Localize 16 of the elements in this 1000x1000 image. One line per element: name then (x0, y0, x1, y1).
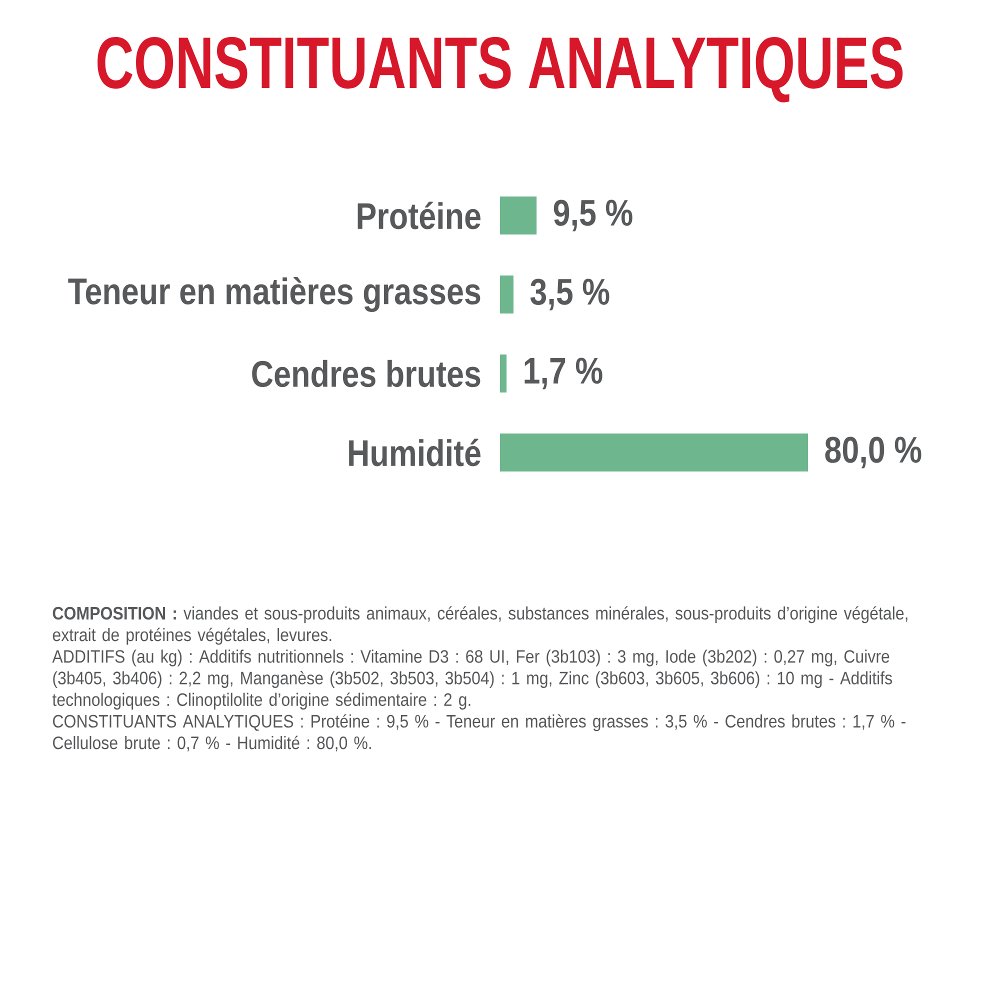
data-label: 3,5 % (530, 278, 610, 310)
text: CONSTITUANTS ANALYTIQUES : Protéine : 9,5 % - Teneur en matières grasses : 3,5 % - Cendres brutes : 1,7 % - Cellulose brute : 0,7 % - Humidité : 80,0 %. (53, 714, 906, 752)
y-tick-label: Protéine (358, 202, 480, 230)
bar (500, 275, 514, 314)
chart-title: CONSTITUANTS ANALYTIQUES (98, 37, 903, 102)
bar (500, 196, 537, 234)
y-tick-label: Humidité (349, 438, 480, 466)
data-label: 1,7 % (524, 358, 602, 390)
text: ADDITIFS (au kg) : Additifs nutritionnels : Vitamine D3 : 68 UI, Fer (3b103) : 3 mg, Iode (3b202) : 0,27 mg, Cuivre (3b405, 3b406) : 2,2 mg, Manganèse (3b502, 3b503, 3b504) : 1 mg, Zinc (3b603, 3b605, 3b606) : 10 mg - Additifs technologiques : Clinoptilolite d’origine sédimentaire : 2 g. (52, 650, 892, 710)
bar (500, 354, 507, 392)
data-label: 9,5 % (554, 200, 632, 232)
text: COMPOSITION : viandes et sous-produits animaux, céréales, substances minérales, sous-produits d’origine végétale, extrait de protéines végétales, levures. (52, 606, 908, 645)
bar (500, 433, 808, 472)
y-tick-label: Cendres brutes (252, 360, 480, 388)
data-label: 80,0 % (825, 436, 922, 468)
y-tick-label: Teneur en matières grasses (68, 277, 480, 312)
